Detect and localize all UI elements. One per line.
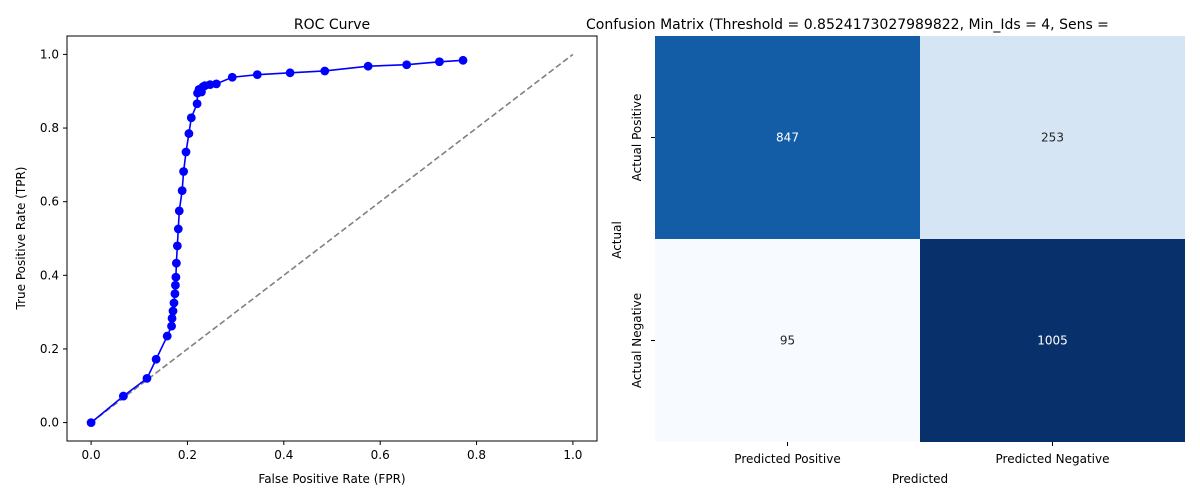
confusion-matrix-y-tick-label: Actual Negative — [630, 293, 644, 388]
roc-point — [151, 354, 161, 364]
roc-title: ROC Curve — [294, 17, 370, 33]
roc-y-tick-label: 0.2 — [40, 342, 59, 356]
roc-x-tick-label: 0.6 — [371, 448, 390, 462]
roc-x-axis-label: False Positive Rate (FPR) — [258, 472, 405, 486]
roc-point — [320, 66, 330, 76]
confusion-matrix-cell — [655, 239, 920, 442]
roc-series-group — [86, 53, 574, 427]
roc-point — [173, 224, 183, 234]
roc-point — [192, 99, 202, 109]
confusion-matrix-cell — [920, 36, 1185, 239]
roc-x-tick-label: 0.8 — [467, 448, 486, 462]
roc-point — [142, 374, 152, 383]
confusion-matrix-cells: 847 253 95 1005 — [655, 36, 1185, 442]
roc-point — [162, 331, 172, 341]
confusion-matrix-cell-value: 847 — [776, 131, 799, 145]
roc-point — [172, 241, 182, 251]
confusion-matrix-y-axis: Actual Positive Actual Negative — [630, 94, 655, 388]
roc-point — [171, 258, 181, 268]
roc-point — [171, 272, 181, 282]
confusion-matrix-x-axis: Predicted Positive Predicted Negative — [734, 442, 1110, 466]
confusion-matrix-cell — [655, 36, 920, 239]
roc-point — [184, 129, 194, 138]
roc-point — [227, 72, 237, 82]
roc-chart: ROC Curve 0.0 0.2 0.4 0.6 0.8 1.0 0.00.20.40.… — [14, 17, 598, 486]
roc-point — [252, 70, 262, 80]
roc-point — [285, 68, 295, 78]
roc-point — [363, 61, 373, 71]
roc-point — [179, 167, 189, 176]
roc-point — [186, 113, 196, 123]
confusion-matrix-y-tick-label: Actual Positive — [630, 94, 644, 182]
confusion-matrix-x-tick-label: Predicted Positive — [734, 452, 840, 466]
confusion-matrix-x-axis-label: Predicted — [892, 472, 948, 486]
roc-point — [402, 60, 412, 70]
confusion-matrix-chart: Confusion Matrix (Threshold = 0.85241730… — [586, 17, 1185, 486]
roc-y-tick-label: 0.4 — [40, 268, 59, 282]
roc-axes-frame — [66, 35, 598, 442]
roc-x-tick-label: 1.0 — [563, 448, 582, 462]
roc-point — [435, 57, 444, 67]
roc-x-tick-label: 0.2 — [178, 448, 197, 462]
confusion-matrix-cell-value: 253 — [1041, 131, 1064, 145]
roc-point — [118, 391, 128, 401]
roc-y-tick-label: 0.0 — [40, 416, 59, 430]
roc-point — [167, 321, 176, 331]
roc-x-tick-label: 0.0 — [82, 448, 101, 462]
roc-y-axis: 0.0 0.2 0.4 0.6 0.8 1.0 — [40, 47, 67, 430]
roc-y-tick-label: 0.6 — [40, 195, 59, 209]
confusion-matrix-cell-value: 1005 — [1037, 334, 1068, 348]
roc-x-axis: 0.0 0.2 0.4 0.6 0.8 1.0 — [82, 441, 582, 462]
confusion-matrix-cell — [920, 239, 1185, 442]
roc-y-axis-label: True Positive Rate (TPR) — [14, 167, 28, 311]
roc-point — [86, 418, 96, 427]
roc-point — [167, 313, 177, 323]
roc-point — [168, 306, 178, 316]
roc-point — [177, 186, 187, 196]
confusion-matrix-cell-value: 95 — [780, 334, 795, 348]
roc-x-tick-label: 0.4 — [274, 448, 293, 462]
confusion-matrix-x-tick-label: Predicted Negative — [996, 452, 1110, 466]
roc-point — [181, 147, 191, 157]
confusion-matrix-y-axis-label: Actual — [610, 221, 624, 259]
roc-y-tick-label: 1.0 — [40, 47, 59, 61]
roc-point — [211, 79, 221, 89]
roc-point — [170, 289, 180, 299]
roc-point — [171, 280, 180, 290]
confusion-matrix-title: Confusion Matrix (Threshold = 0.85241730… — [586, 17, 1109, 33]
roc-point — [458, 55, 468, 65]
roc-diagonal-reference-line — [90, 53, 574, 424]
roc-point — [174, 206, 184, 216]
roc-point — [169, 298, 179, 308]
roc-y-tick-label: 0.8 — [40, 121, 59, 135]
